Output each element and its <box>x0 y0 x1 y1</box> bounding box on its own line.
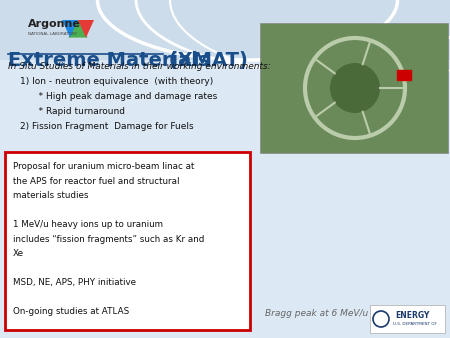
Y-axis label: DPAs  ( #·A⁻¹·Ion⁻¹): DPAs ( #·A⁻¹·Ion⁻¹) <box>238 199 243 260</box>
Text: Uranium Ions (250 MeV): Uranium Ions (250 MeV) <box>287 135 391 144</box>
Circle shape <box>330 63 380 113</box>
Text: Xe: Xe <box>13 249 24 258</box>
Text: U.S. DEPARTMENT OF: U.S. DEPARTMENT OF <box>393 322 437 326</box>
Text: ENERGY: ENERGY <box>395 312 429 320</box>
Polygon shape <box>68 20 88 38</box>
Bar <box>0 60 450 338</box>
Legend: DPAs(#/A*Ion), Implanted
Interstitials: DPAs(#/A*Ion), Implanted Interstitials <box>261 148 318 173</box>
Text: Argonne: Argonne <box>28 19 81 29</box>
Text: NATIONAL LABORATORY: NATIONAL LABORATORY <box>28 32 77 36</box>
Text: includes “fission fragments” such as Kr and: includes “fission fragments” such as Kr … <box>13 235 204 243</box>
Bar <box>397 70 411 80</box>
X-axis label: Target Depth (μ): Target Depth (μ) <box>303 332 374 338</box>
Bar <box>5 152 250 330</box>
Text: Extreme Materials: Extreme Materials <box>8 51 209 70</box>
Text: materials studies: materials studies <box>13 191 89 200</box>
Text: * High peak damage and damage rates: * High peak damage and damage rates <box>30 92 217 101</box>
Text: the APS for reactor fuel and structural: the APS for reactor fuel and structural <box>13 176 180 186</box>
Text: Added
Inter-
stitials: Added Inter- stitials <box>384 185 404 202</box>
Polygon shape <box>62 20 78 38</box>
Text: 1) Ion - neutron equivalence  (with theory): 1) Ion - neutron equivalence (with theor… <box>20 77 213 86</box>
Polygon shape <box>78 20 94 38</box>
Text: Bragg peak at 6 MeV/u: Bragg peak at 6 MeV/u <box>265 309 368 318</box>
Text: Proposal for uranium micro-beam linac at: Proposal for uranium micro-beam linac at <box>13 162 194 171</box>
Text: 2) Fission Fragment  Damage for Fuels: 2) Fission Fragment Damage for Fuels <box>20 122 194 131</box>
Text: MSD, NE, APS, PHY initiative: MSD, NE, APS, PHY initiative <box>13 278 136 287</box>
Text: On-going studies at ATLAS: On-going studies at ATLAS <box>13 307 129 316</box>
Bar <box>260 23 448 153</box>
Text: * Rapid turnaround: * Rapid turnaround <box>30 107 125 116</box>
Bar <box>370 305 445 333</box>
Text: on a: on a <box>329 143 348 152</box>
Text: (XMAT): (XMAT) <box>162 51 248 70</box>
Bar <box>0 0 450 60</box>
Text: UO₂ Target: UO₂ Target <box>315 151 362 161</box>
Text: In Situ Studies of Materials in their working environments:: In Situ Studies of Materials in their wo… <box>8 62 271 71</box>
Text: 1 MeV/u heavy ions up to uranium: 1 MeV/u heavy ions up to uranium <box>13 220 163 229</box>
